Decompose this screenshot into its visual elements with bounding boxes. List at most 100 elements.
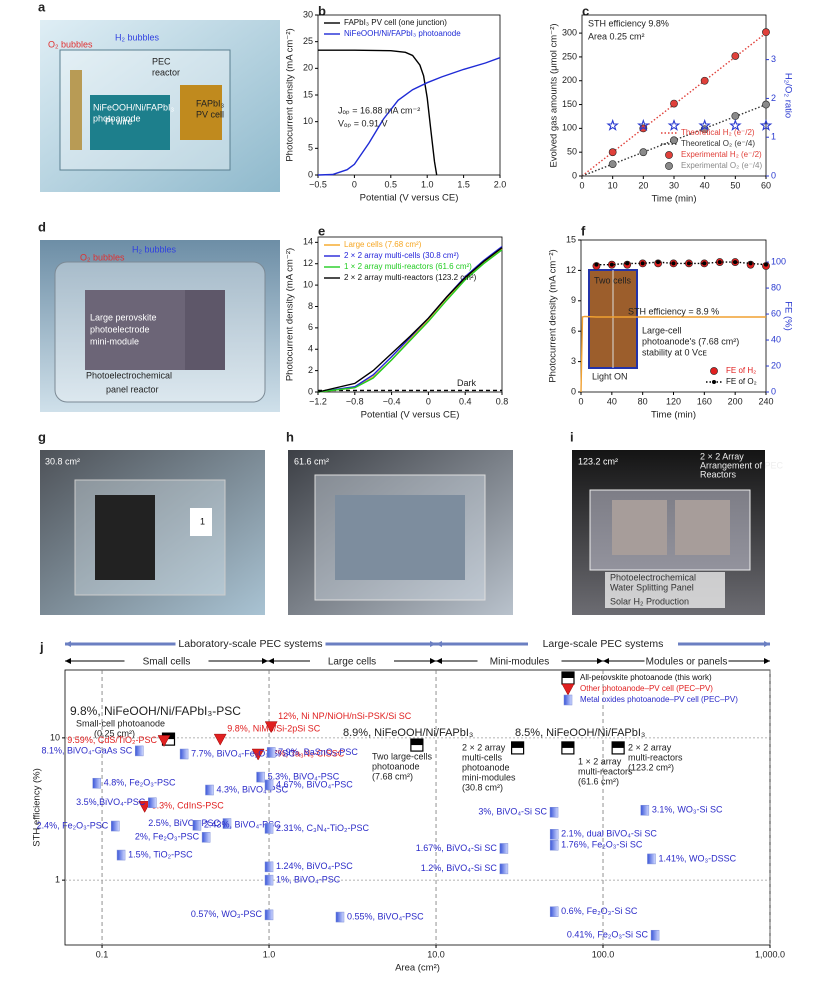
x-tick-label: 50 (730, 180, 740, 190)
panel-letter: a (38, 0, 46, 14)
image-text: H₂ bubbles (115, 32, 160, 42)
y-tick-label: 150 (562, 99, 577, 109)
marker (606, 118, 619, 131)
marker (700, 76, 709, 85)
image-text: 1 (200, 516, 205, 526)
annotation: STH efficiency = 8.9 % (628, 306, 719, 316)
image-text: photoanode (93, 113, 141, 123)
marker (647, 853, 656, 865)
y-tick-label: 14 (303, 237, 313, 247)
pt-wire (70, 70, 82, 150)
y-tick-label: 12 (303, 258, 313, 268)
marker (650, 929, 660, 941)
panel-letter: c (582, 3, 589, 18)
annotation: 2 × 2 array (462, 742, 506, 752)
y-axis-label: Photocurrent density (mA cm⁻²) (548, 249, 559, 382)
y-tick-label: 5 (308, 143, 313, 153)
legend-label: All-perovskite photoanode (this work) (580, 673, 712, 682)
y-tick-label: 0 (572, 170, 577, 180)
header-bg (175, 637, 326, 651)
annotation: (123.2 cm²) (628, 762, 674, 772)
marker (639, 148, 648, 157)
panel-letter: e (318, 223, 325, 238)
y2-tick-label: 0 (771, 170, 776, 180)
annotation: Jₒₚ = 16.88 mA cm⁻² (338, 105, 420, 115)
legend-label: Experimental O₂ (e⁻/4) (681, 161, 762, 170)
y2-tick-label: 1 (771, 132, 776, 142)
y-tick-label: 10 (50, 732, 60, 742)
point-label: 1.2%, BiVO₄-Si SC (421, 863, 498, 873)
annotation: multi-cells (462, 752, 503, 762)
plot-frame (64, 669, 771, 946)
y-tick-label: 3 (571, 356, 576, 366)
annotation: photoanode's (7.68 cm²) (642, 336, 739, 346)
marker (192, 820, 202, 831)
marker (264, 861, 274, 873)
legend-label: NiFeOOH/Ni/FAPbI₃ photoanode (344, 29, 461, 38)
point-label: 3%, BiVO₄-Si SC (478, 807, 547, 817)
arrow-head (603, 658, 609, 664)
x-axis-label: Area (cm²) (395, 963, 440, 974)
annotation: Vₒₚ = 0.91 V (338, 118, 388, 128)
y-axis-label: Photocurrent density (mA cm⁻²) (285, 248, 296, 381)
annotation: stability at 0 Vᴄᴇ (642, 347, 708, 357)
marker (561, 671, 575, 685)
series-line (317, 249, 503, 393)
marker (731, 52, 740, 60)
header-bg (124, 655, 209, 668)
x-tick-label: 0.8 (496, 396, 509, 406)
legend-label: 2 × 2 array multi-reactors (123.2 cm²) (344, 273, 477, 282)
series-line (317, 57, 501, 176)
y2-tick-label: 80 (771, 282, 781, 292)
x-tick-label: 1.0 (421, 179, 434, 189)
photoanode (335, 495, 465, 580)
marker (499, 863, 509, 875)
arrow-head (262, 658, 268, 664)
marker (563, 694, 573, 706)
x-tick-label: 20 (638, 180, 648, 190)
y2-axis-label: H₂/O₂ ratio (782, 73, 793, 118)
x-axis-label: Potential (V versus CE) (361, 410, 460, 421)
marker-part (511, 741, 524, 748)
panel-letter: f (581, 223, 586, 238)
panel-letter: h (286, 429, 294, 444)
point-label: 0.6%, Fe₂O₃-Si SC (561, 906, 638, 916)
point-label: 12%, Ni NP/NiOH/nSi-PSK/Si SC (278, 711, 412, 721)
y-tick-label: 8 (308, 301, 313, 311)
marker (665, 162, 673, 170)
image-text: 61.6 cm² (294, 456, 329, 466)
marker (731, 112, 740, 120)
group-header: Laboratory-scale PEC systems (178, 638, 322, 650)
panel-letter: j (39, 639, 44, 654)
legend-label: FE of H₂ (726, 366, 756, 375)
x-tick-label: 240 (758, 396, 773, 406)
photoanode (95, 495, 155, 580)
x-tick-label: 40 (700, 180, 710, 190)
annotation: STH efficiency 9.8% (588, 18, 669, 28)
series-line (596, 261, 767, 266)
mini-module (185, 290, 225, 370)
header-bg (644, 655, 729, 668)
x-tick-label: −0.5 (309, 179, 327, 189)
marker (264, 823, 274, 834)
image-text: O₂ bubbles (80, 252, 125, 262)
x-tick-label: 0.1 (96, 949, 109, 959)
x-tick-label: 2.0 (494, 179, 507, 189)
marker (712, 380, 716, 384)
y-tick-label: 6 (571, 326, 576, 336)
y2-tick-label: 40 (771, 334, 781, 344)
point-label: 3.5%,BiVO₄-PSC (76, 797, 146, 807)
image-text: photoelectrode (90, 324, 150, 334)
point-label: 1.67%, BiVO₄-Si SC (416, 843, 498, 853)
x-tick-label: 60 (761, 180, 771, 190)
image-text: PEC (152, 56, 171, 66)
marker (717, 260, 722, 265)
y-tick-label: 300 (562, 27, 577, 37)
legend-label: FAPbI₃ PV cell (one junction) (344, 18, 447, 27)
y-axis-label: Photocurrent density (mA cm⁻²) (285, 28, 296, 161)
y-tick-label: 30 (303, 9, 313, 19)
header-bg (310, 655, 394, 668)
marker (759, 118, 773, 131)
y-tick-label: 50 (567, 147, 577, 157)
marker (264, 779, 274, 791)
